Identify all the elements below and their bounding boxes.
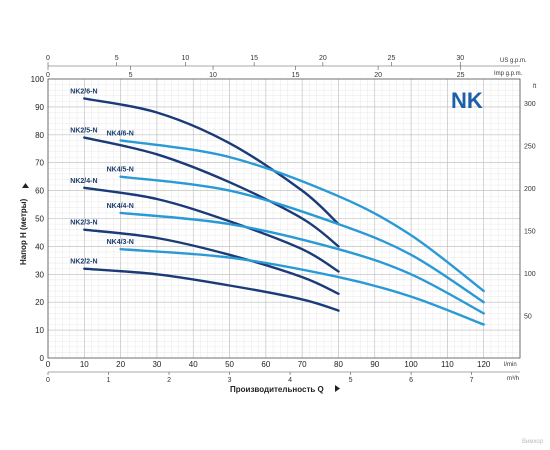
plot-frame [47, 78, 521, 359]
lmin-tick-label: 100 [404, 360, 418, 369]
m3h-tick-label: 0 [46, 377, 50, 384]
us-gpm-tick-label: 15 [250, 55, 258, 62]
curve-label-nk4-6-n: NK4/6-N [107, 130, 134, 137]
lmin-tick-label: 50 [225, 360, 234, 369]
ft-tick-label: 150 [524, 228, 536, 235]
curve-label-nk4-4-n: NK4/4-N [107, 203, 134, 210]
y-tick-label: 60 [35, 187, 44, 196]
us-gpm-tick-label: 20 [319, 55, 327, 62]
curve-nk4-3-n [119, 248, 485, 326]
lmin-tick-label: 40 [189, 360, 198, 369]
lmin-tick-label: 90 [370, 360, 379, 369]
curve-label-nk2-5-n: NK2/5-N [70, 128, 97, 135]
y-tick-label: 0 [40, 354, 45, 363]
ft-tick-label: 250 [524, 143, 536, 150]
curve-nk4-6-n [119, 139, 485, 293]
curve-label-nk2-6-n: NK2/6-N [70, 89, 97, 96]
curve-nk2-4-n [83, 186, 340, 273]
lmin-tick-label: 70 [298, 360, 307, 369]
m3h-tick-label: 3 [228, 377, 232, 384]
curve-nk4-5-n [119, 175, 485, 304]
imp-gpm-tick-label: 5 [129, 72, 133, 79]
lmin-tick-label: 120 [477, 360, 491, 369]
curve-nk2-3-n [83, 228, 340, 295]
imp-gpm-tick-label: 0 [46, 72, 50, 79]
us-gpm-tick-label: 25 [388, 55, 396, 62]
curve-label-nk4-3-n: NK4/3-N [107, 239, 134, 246]
curve-nk4-4-n [119, 211, 485, 315]
lmin-tick-label: 110 [441, 360, 454, 369]
y-axis-title: Напор H (метры) [19, 198, 28, 265]
m3h-tick-label: 5 [349, 377, 353, 384]
curve-label-nk2-2-n: NK2/2-N [70, 259, 97, 266]
y-tick-label: 80 [35, 131, 44, 140]
x-axis-arrow-icon [335, 385, 340, 392]
pump-curves: NK2/6-N NK2/5-N NK2/4-N NK2/3-N NK2/2-N NK4/6… [70, 89, 485, 326]
curve-label-nk2-3-n: NK2/3-N [70, 220, 97, 227]
y-tick-label: 40 [35, 242, 44, 251]
curve-label-nk4-5-n: NK4/5-N [107, 167, 134, 174]
lmin-tick-label: 30 [152, 360, 161, 369]
ft-tick-label: 300 [524, 101, 536, 108]
m3h-tick-label: 4 [288, 377, 292, 384]
us-gpm-tick-label: 10 [182, 55, 190, 62]
lmin-tick-label: 10 [80, 360, 89, 369]
curve-nk2-6-n [83, 97, 340, 226]
m3h-tick-label: 6 [409, 377, 413, 384]
imp-gpm-tick-label: 10 [209, 72, 217, 79]
lmin-tick-label: 60 [261, 360, 270, 369]
lmin-tick-label: 80 [334, 360, 343, 369]
imp-gpm-unit: Imp g.p.m. [494, 71, 523, 77]
ft-tick-label: 200 [524, 186, 536, 193]
brand-logo: NK [451, 88, 483, 113]
y-tick-label: 100 [31, 75, 45, 84]
y-axis-arrow-icon [22, 183, 29, 188]
imp-gpm-tick-label: 20 [374, 72, 382, 79]
lmin-unit: l/min [504, 362, 517, 368]
ft-tick-label: 100 [524, 271, 536, 278]
plot-axes: 0 5 10 15 20 25 300 5 10 15 20 250 10 20 30 40 50 60 70 80 9… [31, 55, 536, 384]
us-gpm-tick-label: 5 [115, 55, 119, 62]
us-gpm-tick-label: 30 [456, 55, 464, 62]
y-tick-label: 10 [35, 326, 44, 335]
imp-gpm-tick-label: 25 [457, 72, 465, 79]
y-tick-label: 50 [35, 215, 44, 224]
m3h-tick-label: 1 [107, 377, 111, 384]
y-tick-label: 30 [35, 270, 44, 279]
curve-nk2-5-n [83, 136, 340, 248]
y-tick-label: 20 [35, 298, 44, 307]
x-axis-title: Производительность Q [230, 385, 324, 394]
m3h-tick-label: 7 [470, 377, 474, 384]
curve-nk2-2-n [83, 267, 340, 312]
us-gpm-unit: US g.p.m. [500, 58, 527, 64]
imp-gpm-tick-label: 15 [292, 72, 300, 79]
y-tick-label: 70 [35, 159, 44, 168]
y-tick-label: 90 [35, 103, 44, 112]
lmin-tick-label: 0 [46, 360, 51, 369]
ft-tick-label: 50 [524, 313, 532, 320]
m3h-tick-label: 2 [167, 377, 171, 384]
ft-unit: ft [533, 84, 537, 90]
curve-label-nk2-4-n: NK2/4-N [70, 178, 97, 185]
watermark-text: Вимхор [522, 439, 544, 445]
lmin-tick-label: 20 [116, 360, 125, 369]
us-gpm-tick-label: 0 [46, 55, 50, 62]
m3h-unit: m³/h [507, 376, 519, 382]
